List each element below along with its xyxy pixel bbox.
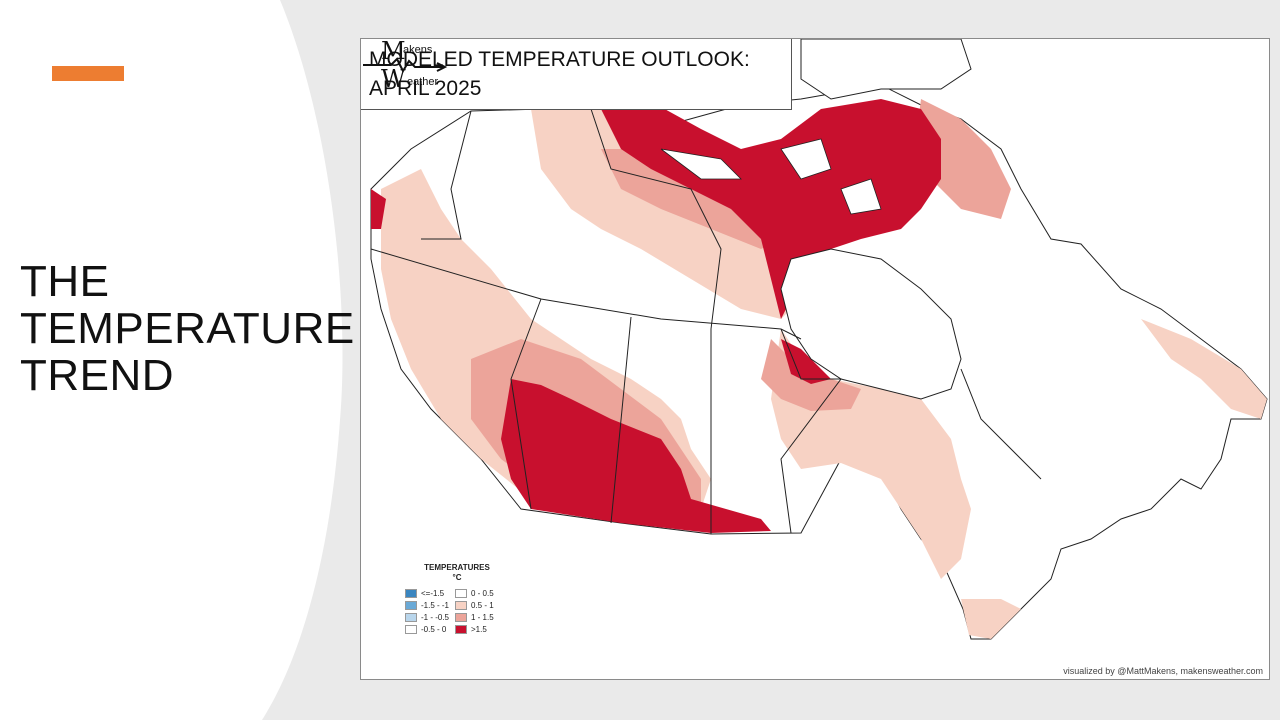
legend-label: -0.5 - 0 (421, 624, 447, 634)
hudson-bay (780, 248, 962, 400)
legend-label: -1 - -0.5 (421, 612, 450, 622)
anomaly-medium-north (601, 149, 781, 249)
provincial-borders (370, 108, 1042, 534)
logo-text-bottom: eather (407, 76, 439, 88)
legend-unit: °C (452, 573, 462, 582)
greenland (800, 39, 972, 100)
legend-title: TEMPERATURES (424, 563, 490, 572)
legend-item: -1 - -0.5 (405, 612, 455, 622)
legend-swatch (405, 588, 417, 598)
anomaly-light-north (531, 109, 801, 319)
map-legend: TEMPERATURES °C <=-1.5 0 - 0.5 -1.5 - -1 0.… (405, 563, 509, 634)
canada-anomaly-map (370, 39, 1268, 640)
legend-item: 1 - 1.5 (455, 612, 505, 622)
legend-swatch (405, 612, 417, 622)
legend-item: 0.5 - 1 (455, 600, 505, 610)
anomaly-strong-prairie (501, 379, 771, 533)
anomaly-light-south (961, 599, 1021, 639)
map-title-line: MODELED TEMPERATURE OUTLOOK: (369, 48, 750, 71)
legend-item: >1.5 (455, 624, 505, 634)
slide-title-line: THE (20, 257, 110, 306)
legend-swatch (405, 624, 417, 634)
svg-text:W: W (381, 65, 406, 91)
arctic-channel (660, 138, 882, 215)
legend-label: 0.5 - 1 (471, 600, 494, 610)
temperature-map: MODELED TEMPERATURE OUTLOOK: APRIL 2025 … (360, 38, 1270, 680)
legend-swatch (455, 624, 467, 634)
map-title: MODELED TEMPERATURE OUTLOOK: APRIL 2025 (361, 39, 792, 110)
legend-item: -1.5 - -1 (405, 600, 455, 610)
accent-bar (52, 66, 124, 81)
slide-title-line: TREND (20, 351, 175, 400)
anomaly-light-maritime (1141, 319, 1267, 419)
legend-swatch (455, 600, 467, 610)
makens-weather-logo: M akens W eather (363, 39, 448, 91)
legend-grid: <=-1.5 0 - 0.5 -1.5 - -1 0.5 - 1 -1 - -0.5 1 … (405, 588, 509, 634)
legend-label: -1.5 - -1 (421, 600, 450, 610)
legend-label: 0 - 0.5 (471, 588, 494, 598)
slide-title-line: TEMPERATURE (20, 304, 355, 353)
legend-swatch (405, 600, 417, 610)
legend-item: -0.5 - 0 (405, 624, 455, 634)
anomaly-strong-hudson-coast (781, 339, 831, 384)
legend-item: <=-1.5 (405, 588, 455, 598)
legend-label: <=-1.5 (421, 588, 445, 598)
anomaly-medium-arctic (916, 99, 1011, 219)
legend-label: >1.5 (471, 624, 487, 634)
legend-swatch (455, 612, 467, 622)
anomaly-strong-yukon (371, 189, 386, 229)
legend-label: 1 - 1.5 (471, 612, 494, 622)
legend-item: 0 - 0.5 (455, 588, 505, 598)
svg-text:M: M (381, 39, 406, 65)
logo-text-top: akens (403, 44, 433, 56)
slide-title: THE TEMPERATURE TREND (20, 257, 355, 400)
map-title-line: APRIL 2025 (369, 77, 482, 100)
map-credit: visualized by @MattMakens, makensweather… (1031, 661, 1269, 679)
legend-swatch (455, 588, 467, 598)
